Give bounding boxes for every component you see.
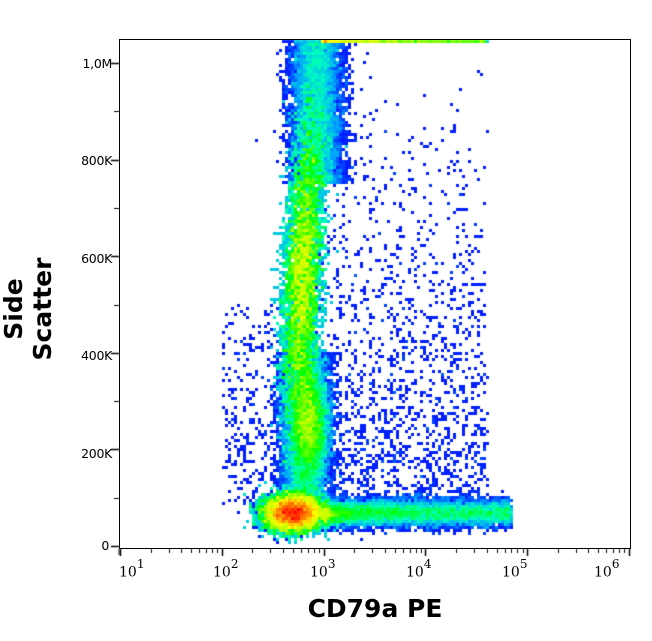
y-tick-label: 400K	[81, 348, 112, 363]
y-tick-label: 0	[101, 538, 109, 553]
x-tick-label: 106	[594, 557, 620, 581]
x-tick-label: 104	[406, 557, 432, 581]
y-tick-label: 1,0M	[82, 56, 113, 71]
x-axis-title: CD79a PE	[307, 594, 443, 623]
x-tick-label: 102	[213, 557, 239, 581]
y-tick-label: 600K	[81, 251, 112, 266]
x-tick-label: 103	[310, 557, 336, 581]
x-tick-label: 105	[502, 557, 528, 581]
x-tick-label: 101	[119, 557, 145, 581]
y-tick-label: 200K	[81, 446, 112, 461]
y-tick-label: 800K	[81, 153, 112, 168]
y-axis-title: Side Scatter	[0, 257, 57, 361]
plot-frame	[119, 39, 631, 549]
